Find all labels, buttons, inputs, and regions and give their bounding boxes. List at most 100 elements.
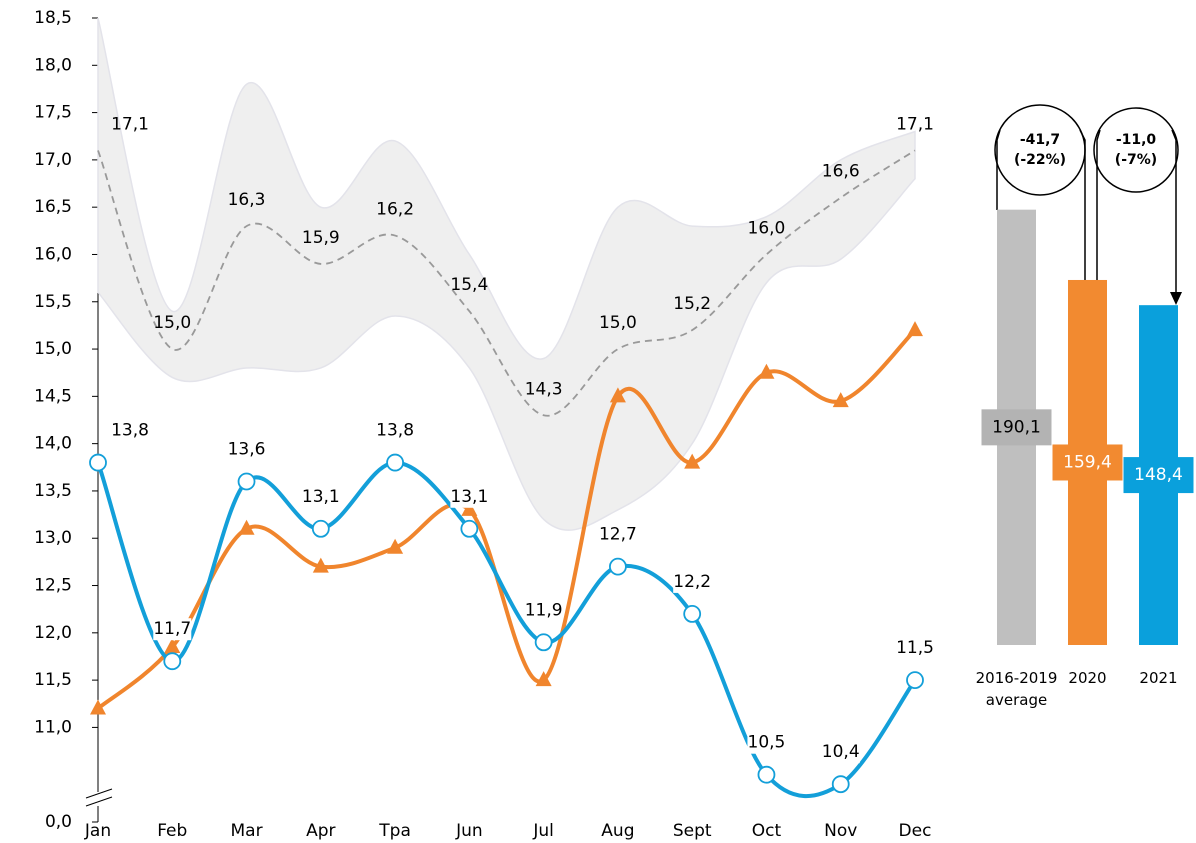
value-label: 17,1 — [896, 114, 934, 134]
value-label: 11,7 — [153, 619, 191, 639]
value-label: 15,0 — [599, 313, 637, 333]
x-tick-label: Jan — [84, 821, 111, 841]
value-label: 13,8 — [111, 421, 149, 441]
x-tick-label: Mar — [231, 821, 263, 841]
point — [386, 453, 404, 472]
value-label: 16,2 — [376, 200, 414, 220]
value-label: 15,2 — [673, 294, 711, 314]
y-tick-label: 14,5 — [34, 386, 72, 406]
label-bg — [450, 485, 489, 508]
point — [609, 387, 626, 403]
label-bg — [153, 618, 192, 641]
value-label: 10,5 — [748, 733, 786, 753]
value-label: 11,9 — [525, 600, 563, 620]
label-bg — [301, 485, 340, 508]
point — [90, 699, 106, 715]
value-label: 16,0 — [748, 218, 786, 238]
y-tick-label: 15,0 — [34, 339, 72, 359]
point — [535, 671, 552, 687]
point — [312, 557, 329, 573]
x-tick-label: Apr — [306, 821, 335, 841]
x-tick-label: Sept — [673, 821, 712, 841]
point — [907, 321, 923, 337]
x-tick-label: Feb — [157, 821, 187, 841]
y-tick-label: 14,0 — [34, 434, 72, 454]
point — [684, 453, 701, 469]
value-label: 148,4 — [1134, 465, 1183, 485]
value-label: 11,5 — [896, 638, 934, 658]
x-tick-label: Oct — [752, 821, 782, 841]
y-tick-label: 13,5 — [34, 481, 72, 501]
label-bg — [821, 741, 860, 764]
y-tick-label: 11,5 — [34, 670, 72, 690]
value-label: 15,9 — [302, 228, 340, 248]
label-bg — [227, 438, 266, 461]
x-tick-label: Nov — [824, 821, 857, 841]
connector — [1171, 129, 1177, 295]
point — [831, 775, 850, 794]
value-label: 17,1 — [111, 114, 149, 134]
label-bg — [747, 731, 786, 754]
annotation-circle — [1093, 107, 1179, 193]
value-label: 12,2 — [673, 572, 711, 592]
value-label: 13,8 — [376, 421, 414, 441]
point — [460, 519, 479, 538]
y-tick-label: 18,5 — [34, 8, 72, 28]
y-tick-label: 16,5 — [34, 197, 72, 217]
category-label: 2020 — [1068, 669, 1107, 687]
arrow-head — [1170, 292, 1182, 305]
point — [461, 500, 478, 516]
y-tick-label: 12,0 — [34, 623, 72, 643]
series-line — [96, 460, 917, 798]
connector — [1079, 129, 1086, 281]
value-label: 15,0 — [153, 313, 191, 333]
value-label: 15,4 — [450, 275, 488, 295]
point — [163, 652, 182, 671]
connector — [996, 129, 1001, 210]
x-tick-label: Jul — [532, 821, 554, 841]
y-tick-label: 12,5 — [34, 576, 72, 596]
point — [757, 765, 776, 784]
point — [832, 392, 849, 408]
y-tick-label: 16,0 — [34, 244, 72, 264]
annotation: -11,0 (-7%) — [1114, 132, 1158, 168]
label-bg — [111, 419, 149, 442]
point — [758, 363, 775, 379]
label-bg — [1123, 457, 1194, 494]
axis-break — [85, 796, 113, 807]
value-label: 13,1 — [450, 487, 488, 507]
point — [609, 557, 627, 576]
point — [387, 538, 404, 554]
x-tick-label: Dec — [899, 821, 932, 841]
value-label: 10,4 — [822, 742, 860, 762]
axis-break — [85, 788, 113, 799]
y-tick-label: 17,5 — [34, 103, 72, 123]
value-label: 13,1 — [302, 487, 340, 507]
value-label: 14,3 — [525, 379, 563, 399]
value-label: 16,6 — [822, 162, 860, 182]
y-tick-label: 17,0 — [34, 150, 72, 170]
y-tick-label: 0,0 — [45, 812, 72, 832]
value-label: 13,6 — [228, 439, 266, 459]
category-label: 2021 — [1139, 669, 1178, 687]
label-bg — [524, 599, 563, 622]
value-label: 159,4 — [1063, 452, 1112, 472]
x-tick-label: Jun — [455, 821, 483, 841]
y-tick-label: 13,0 — [34, 528, 72, 548]
x-tick-label: Aug — [601, 821, 634, 841]
label-bg — [896, 637, 934, 660]
label-bg — [376, 419, 415, 442]
point — [683, 605, 702, 623]
point — [237, 472, 256, 491]
label-bg — [1052, 444, 1123, 481]
point — [89, 453, 107, 472]
connector — [1096, 129, 1101, 281]
label-bg — [598, 523, 637, 546]
point — [906, 671, 924, 690]
value-label: 16,3 — [228, 190, 266, 210]
x-tick-label: Tpa — [378, 821, 411, 841]
point — [311, 519, 330, 538]
y-tick-label: 15,5 — [34, 292, 72, 312]
